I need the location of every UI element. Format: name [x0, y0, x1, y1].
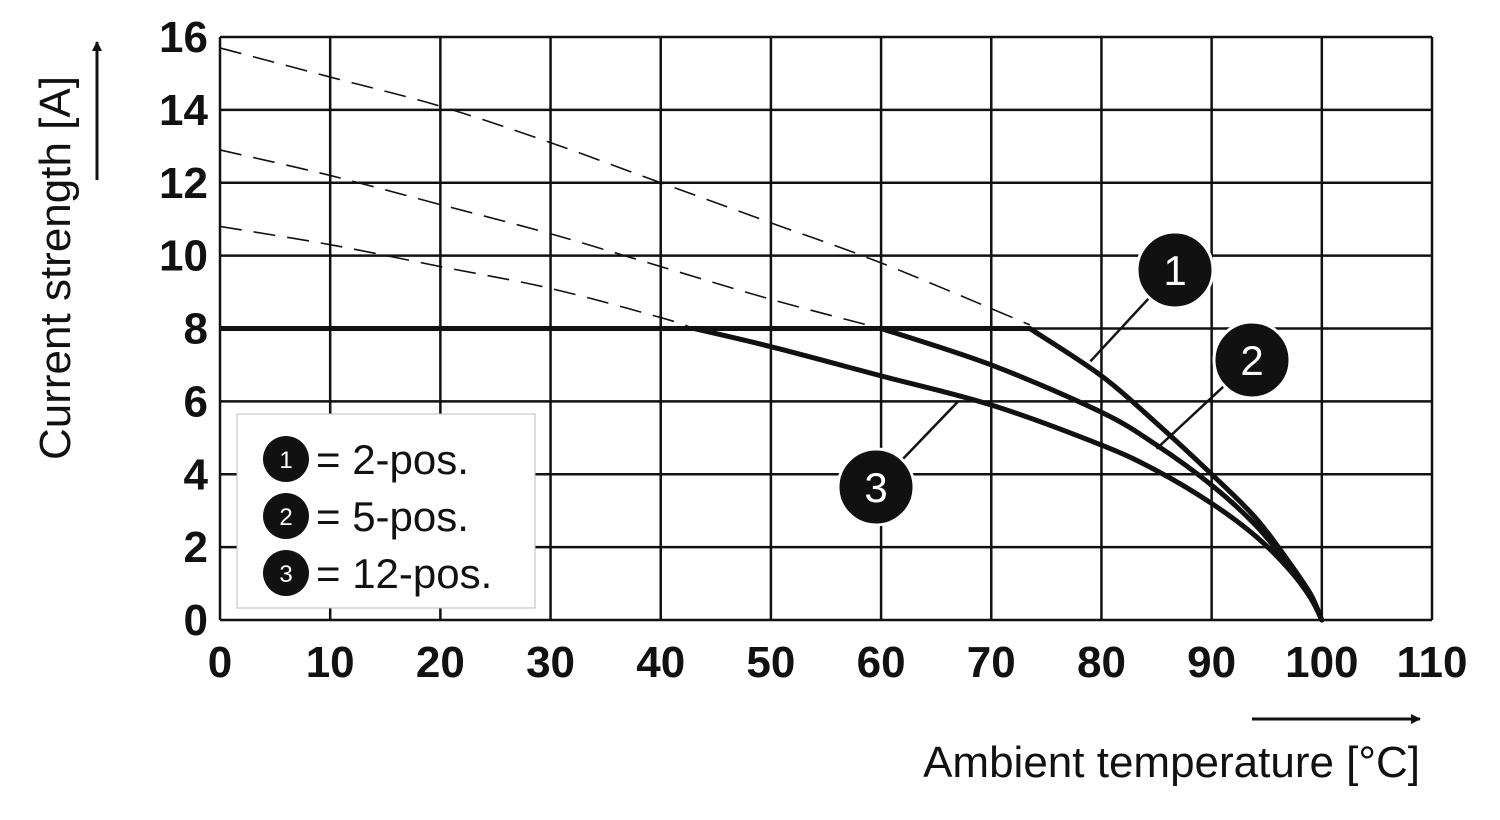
- legend: 1 = 2-pos. 2 = 5-pos. 3 = 12-pos.: [236, 413, 536, 609]
- x-tick-label: 90: [1187, 638, 1236, 687]
- y-tick-label: 2: [184, 523, 208, 572]
- y-tick-label: 0: [184, 596, 208, 645]
- legend-marker-number: 3: [279, 561, 292, 588]
- x-tick-label: 100: [1285, 638, 1358, 687]
- callout-number: 1: [1163, 247, 1186, 294]
- legend-label: = 5-pos.: [316, 493, 469, 540]
- series-3-line: [691, 326, 1325, 623]
- y-tick-label: 10: [159, 232, 208, 281]
- legend-marker: [263, 550, 309, 596]
- x-axis-title: Ambient temperature [°C]: [923, 738, 1420, 787]
- x-tick-label: 60: [857, 638, 906, 687]
- y-tick-label: 16: [159, 13, 208, 62]
- series-2-extrapolation: [219, 149, 882, 330]
- x-tick-label: 0: [208, 638, 232, 687]
- x-tick-label: 110: [1397, 638, 1468, 687]
- callouts: 1 2 3: [836, 230, 1292, 527]
- y-tick-label: 12: [159, 159, 208, 208]
- callout-marker: [836, 447, 916, 527]
- legend-marker: [263, 436, 309, 482]
- callout-number: 3: [864, 464, 887, 511]
- series-lines: [220, 326, 1325, 623]
- extrapolation-lines: [219, 47, 1031, 330]
- legend-item: 2 = 5-pos.: [263, 493, 469, 540]
- series-1-extrapolation: [219, 47, 1031, 326]
- callout-number: 2: [1240, 337, 1263, 384]
- callout-marker: [1135, 230, 1215, 310]
- legend-label: = 12-pos.: [316, 550, 492, 597]
- x-tick-label: 20: [416, 638, 465, 687]
- x-tick-label: 50: [746, 638, 795, 687]
- legend-marker-number: 2: [279, 504, 292, 531]
- y-tick-label: 6: [184, 377, 208, 426]
- callout-1: 1: [1089, 230, 1215, 363]
- series-3-extrapolation: [219, 225, 695, 330]
- legend-item: 3 = 12-pos.: [263, 550, 492, 597]
- y-tick-label: 8: [184, 305, 208, 354]
- legend-item: 1 = 2-pos.: [263, 436, 469, 483]
- x-tick-label: 30: [526, 638, 575, 687]
- x-tick-label: 40: [636, 638, 685, 687]
- y-tick-label: 14: [159, 86, 208, 135]
- legend-label: = 2-pos.: [316, 436, 469, 483]
- legend-marker: [263, 493, 309, 539]
- x-tick-label: 70: [967, 638, 1016, 687]
- x-tick-label: 10: [306, 638, 355, 687]
- callout-3: 3: [836, 400, 960, 527]
- callout-2: 2: [1155, 320, 1292, 450]
- x-tick-label: 80: [1077, 638, 1126, 687]
- legend-marker-number: 1: [279, 447, 292, 474]
- y-axis-title: Current strength [A]: [31, 76, 80, 460]
- y-tick-label: 4: [184, 450, 209, 499]
- callout-marker: [1212, 320, 1292, 400]
